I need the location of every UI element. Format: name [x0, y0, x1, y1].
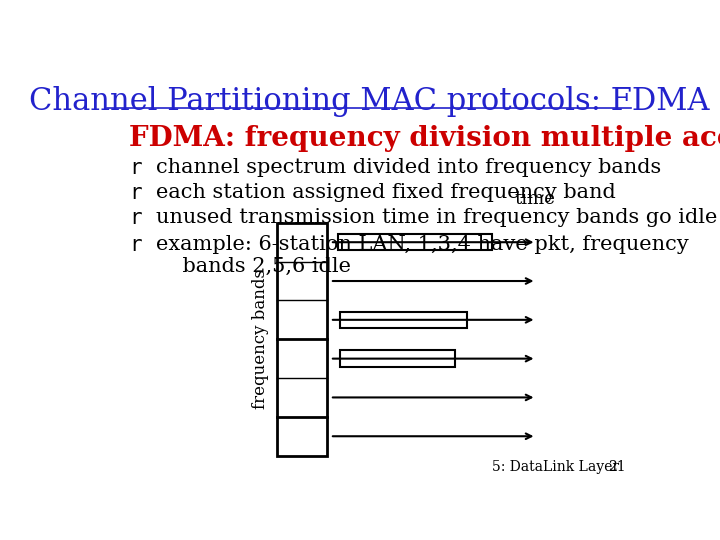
Text: frequency bands: frequency bands [252, 269, 269, 409]
Text: channel spectrum divided into frequency bands: channel spectrum divided into frequency … [156, 158, 661, 177]
Bar [338, 234, 492, 251]
Bar [340, 350, 456, 367]
Text: 21: 21 [608, 461, 626, 474]
Text: unused transmission time in frequency bands go idle: unused transmission time in frequency ba… [156, 208, 717, 227]
Text: 5: DataLink Layer: 5: DataLink Layer [492, 461, 619, 474]
Text: Channel Partitioning MAC protocols: FDMA: Channel Partitioning MAC protocols: FDMA [29, 85, 709, 117]
Text: FDMA: frequency division multiple access: FDMA: frequency division multiple access [129, 125, 720, 152]
Bar [277, 223, 327, 456]
Text: r: r [129, 183, 142, 203]
Bar [340, 312, 467, 328]
Text: r: r [129, 158, 142, 178]
Text: r: r [129, 208, 142, 228]
Text: r: r [129, 235, 142, 255]
Text: example: 6-station LAN, 1,3,4 have pkt, frequency
    bands 2,5,6 idle: example: 6-station LAN, 1,3,4 have pkt, … [156, 235, 688, 276]
Text: each station assigned fixed frequency band: each station assigned fixed frequency ba… [156, 183, 616, 202]
Text: time: time [514, 190, 555, 208]
